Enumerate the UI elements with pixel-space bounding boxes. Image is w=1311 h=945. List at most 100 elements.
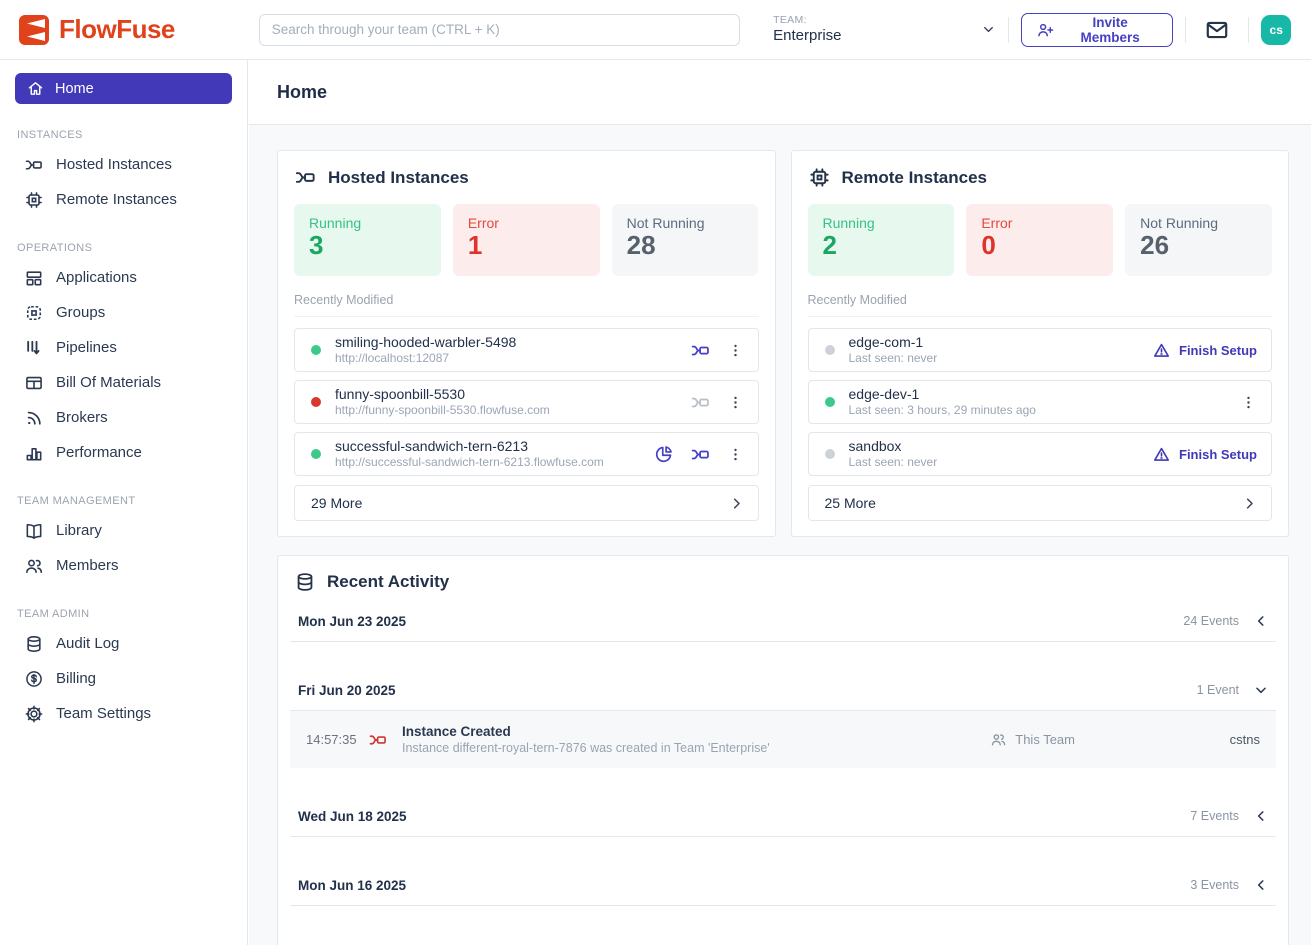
notifications-button[interactable] [1198, 13, 1236, 47]
open-editor-icon[interactable] [690, 444, 711, 465]
recent-activity-card: Recent Activity Mon Jun 23 2025 24 Event… [277, 555, 1289, 945]
stat-error: Error 1 [452, 204, 600, 276]
sidebar-item-members[interactable]: Members [15, 548, 232, 583]
hosted-instances-icon [24, 155, 44, 175]
status-dot-running [824, 397, 835, 407]
stat-running: Running 3 [294, 204, 441, 276]
instance-row[interactable]: smiling-hooded-warbler-5498 http://local… [294, 328, 759, 372]
stat-running: Running 2 [807, 204, 955, 276]
sidebar-item-library[interactable]: Library [15, 513, 232, 548]
hosted-more-row[interactable]: 29 More [294, 485, 759, 521]
status-dot-running [311, 449, 321, 459]
event-title: Instance Created [402, 723, 511, 739]
pipelines-icon [24, 338, 44, 358]
stat-label: Error [467, 215, 499, 231]
chevron-down-icon[interactable] [1254, 683, 1268, 697]
home-icon [27, 80, 44, 97]
remote-more-row[interactable]: 25 More [807, 485, 1272, 521]
members-icon [24, 556, 44, 576]
chevron-left-icon[interactable] [1254, 614, 1268, 628]
remote-instances-icon [24, 190, 44, 210]
groups-icon [24, 303, 44, 323]
team-selector[interactable]: TEAM: Enterprise [773, 14, 996, 46]
finish-setup-label: Finish Setup [1179, 446, 1257, 462]
team-scope-icon [990, 731, 1007, 748]
sidebar-item-performance[interactable]: Performance [15, 435, 232, 470]
sidebar-item-home[interactable]: Home [15, 73, 232, 104]
event-time: 14:57:35 [306, 732, 357, 747]
stat-label: Not Running [626, 215, 705, 231]
team-name: Enterprise [773, 26, 842, 44]
activity-group-header[interactable]: Mon Jun 16 2025 3 Events [290, 865, 1276, 906]
search-input[interactable] [258, 13, 741, 46]
sidebar-item-label: Home [55, 80, 94, 97]
stat-label: Error [981, 215, 1013, 231]
device-row[interactable]: edge-dev-1 Last seen: 3 hours, 29 minute… [807, 380, 1272, 424]
device-row[interactable]: sandbox Last seen: never Finish Setup [807, 432, 1272, 476]
invite-members-button[interactable]: Invite Members [1020, 12, 1174, 47]
instance-row[interactable]: funny-spoonbill-5530 http://funny-spoonb… [294, 380, 759, 424]
sidebar-item-label: Pipelines [56, 339, 117, 356]
finish-setup-link[interactable]: Finish Setup [1152, 341, 1257, 360]
status-dot-offline [824, 449, 835, 459]
finish-setup-label: Finish Setup [1179, 342, 1257, 358]
sidebar-item-brokers[interactable]: Brokers [15, 400, 232, 435]
sidebar-item-groups[interactable]: Groups [15, 295, 232, 330]
activity-group: Wed Jun 18 2025 7 Events [290, 796, 1276, 865]
chevron-left-icon[interactable] [1254, 878, 1268, 892]
finish-setup-link[interactable]: Finish Setup [1152, 445, 1257, 464]
sidebar-item-label: Hosted Instances [56, 156, 172, 173]
activity-group-header[interactable]: Mon Jun 23 2025 24 Events [290, 601, 1276, 642]
sidebar-item-billing[interactable]: Billing [15, 661, 232, 696]
remote-instances-card: Remote Instances Running 2 Error 0 Not R… [790, 150, 1289, 537]
stat-not-running: Not Running 26 [1125, 204, 1272, 276]
kebab-menu-icon[interactable] [727, 446, 744, 463]
database-icon [294, 571, 316, 593]
activity-date: Fri Jun 20 2025 [298, 682, 396, 698]
sidebar-item-team-settings[interactable]: Team Settings [15, 696, 232, 731]
page-header: Home [249, 60, 1311, 125]
more-label: 25 More [824, 495, 876, 511]
database-icon [24, 634, 44, 654]
stat-value: 2 [822, 230, 837, 260]
stat-not-running: Not Running 28 [611, 204, 759, 276]
instance-row[interactable]: successful-sandwich-tern-6213 http://suc… [294, 432, 759, 476]
dashboard-pie-icon[interactable] [654, 444, 674, 464]
kebab-menu-icon[interactable] [1240, 394, 1257, 411]
flowfuse-logo[interactable]: FlowFuse [0, 14, 245, 46]
sidebar-item-bill-of-materials[interactable]: Bill Of Materials [15, 365, 232, 400]
sidebar-item-remote-instances[interactable]: Remote Instances [15, 182, 232, 217]
activity-group-header[interactable]: Wed Jun 18 2025 7 Events [290, 796, 1276, 837]
logo-text: FlowFuse [59, 14, 175, 44]
billing-icon [24, 669, 44, 689]
stat-value: 0 [981, 230, 996, 260]
user-plus-icon [1036, 21, 1054, 39]
kebab-menu-icon[interactable] [727, 342, 744, 359]
sidebar-item-label: Remote Instances [56, 191, 177, 208]
recently-modified-label: Recently Modified [807, 293, 1272, 317]
open-editor-icon-disabled [690, 392, 711, 413]
activity-event-count: 7 Events [1190, 809, 1239, 823]
device-row[interactable]: edge-com-1 Last seen: never Finish Setup [807, 328, 1272, 372]
kebab-menu-icon[interactable] [727, 394, 744, 411]
invite-members-label: Invite Members [1080, 14, 1140, 45]
open-editor-icon[interactable] [690, 340, 711, 361]
sidebar-item-pipelines[interactable]: Pipelines [15, 330, 232, 365]
activity-group: Mon Jun 16 2025 3 Events [290, 865, 1276, 934]
stat-error: Error 0 [966, 204, 1114, 276]
warning-triangle-icon [1152, 341, 1171, 360]
stat-label: Not Running [1140, 215, 1218, 231]
activity-group-header[interactable]: Fri Jun 13 2025 15 Events [290, 934, 1276, 945]
activity-group-header[interactable]: Fri Jun 20 2025 1 Event [290, 670, 1276, 711]
chevron-left-icon[interactable] [1254, 809, 1268, 823]
top-bar: FlowFuse TEAM: Enterprise Invite Members… [0, 0, 1311, 60]
applications-icon [24, 268, 44, 288]
sidebar-item-applications[interactable]: Applications [15, 260, 232, 295]
stat-value: 3 [309, 230, 324, 260]
chevron-right-icon [729, 496, 744, 511]
mail-icon [1204, 17, 1230, 43]
sidebar-item-audit-log[interactable]: Audit Log [15, 626, 232, 661]
avatar[interactable]: cs [1261, 14, 1291, 45]
sidebar-item-hosted-instances[interactable]: Hosted Instances [15, 147, 232, 182]
device-last-seen: Last seen: 3 hours, 29 minutes ago [848, 403, 1036, 418]
